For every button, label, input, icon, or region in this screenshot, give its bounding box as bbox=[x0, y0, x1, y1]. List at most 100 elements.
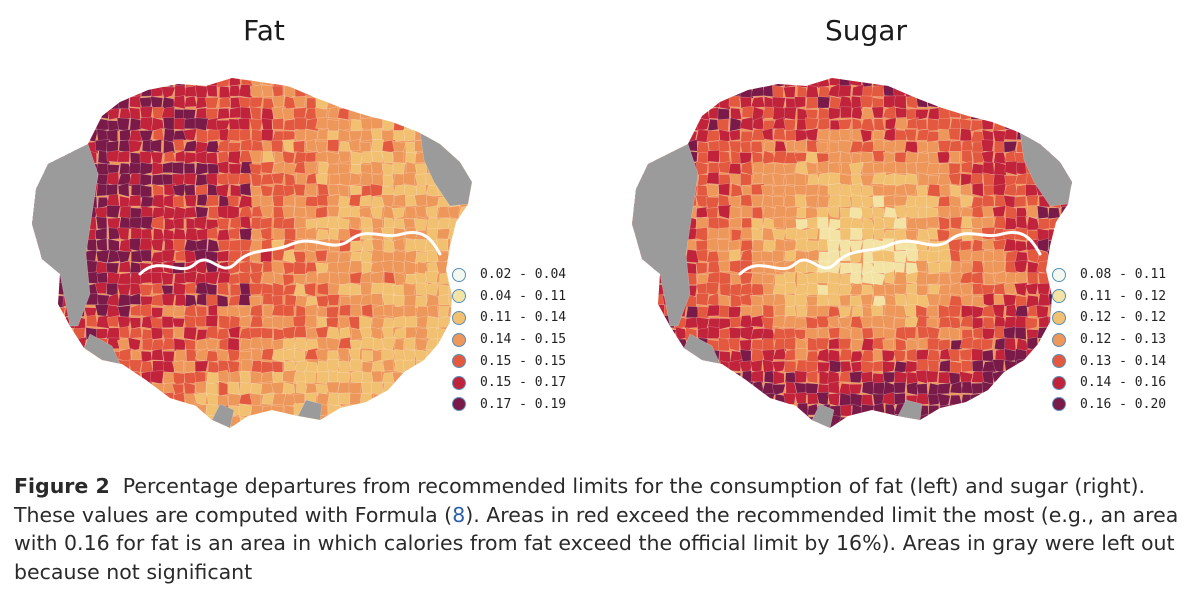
map-area bbox=[448, 437, 461, 444]
map-area bbox=[851, 194, 863, 209]
map-area bbox=[196, 414, 209, 428]
map-area bbox=[249, 96, 263, 109]
map-area bbox=[632, 140, 644, 154]
map-area bbox=[96, 83, 109, 99]
map-area bbox=[838, 326, 852, 341]
map-area bbox=[1049, 108, 1061, 121]
map-area bbox=[162, 436, 175, 444]
map-area bbox=[1058, 84, 1071, 98]
map-area bbox=[150, 370, 165, 385]
map-area bbox=[785, 140, 798, 152]
map-area bbox=[326, 306, 340, 319]
map-area bbox=[436, 129, 450, 142]
map-area bbox=[41, 315, 54, 330]
map-area bbox=[195, 238, 208, 252]
map-area bbox=[717, 384, 730, 397]
map-area bbox=[151, 338, 165, 351]
map-area bbox=[469, 195, 472, 209]
map-area bbox=[674, 65, 688, 77]
map-area bbox=[796, 305, 808, 317]
map-area bbox=[229, 283, 242, 297]
map-area bbox=[425, 205, 439, 219]
map-area bbox=[773, 205, 787, 218]
map-area bbox=[372, 437, 384, 444]
legend-item: 0.08 - 0.11 bbox=[1052, 264, 1192, 286]
map-area bbox=[928, 405, 940, 417]
map-area bbox=[1049, 426, 1063, 428]
map-area bbox=[262, 151, 275, 163]
map-area bbox=[118, 139, 132, 153]
map-area bbox=[250, 371, 262, 384]
map-area bbox=[925, 370, 939, 383]
map-area bbox=[1003, 382, 1018, 395]
map-area bbox=[32, 84, 42, 97]
map-area bbox=[632, 349, 642, 362]
map-area bbox=[294, 337, 308, 352]
map-area bbox=[172, 161, 185, 175]
map-area bbox=[372, 304, 386, 317]
map-area bbox=[482, 216, 490, 229]
map-area bbox=[838, 284, 853, 296]
map-area bbox=[32, 206, 33, 220]
map-area bbox=[273, 328, 285, 342]
map-area bbox=[926, 95, 940, 108]
map-area bbox=[642, 439, 654, 444]
map-area bbox=[981, 84, 995, 97]
map-area bbox=[360, 129, 374, 142]
map-area bbox=[219, 96, 231, 109]
map-area bbox=[282, 150, 295, 165]
map-area bbox=[632, 97, 644, 110]
map-area bbox=[183, 381, 196, 397]
map-area bbox=[392, 260, 405, 274]
map-area bbox=[415, 438, 429, 444]
map-area bbox=[1070, 106, 1072, 120]
map-area bbox=[183, 393, 197, 405]
map-area bbox=[719, 283, 731, 297]
map-area bbox=[414, 337, 428, 352]
map-area bbox=[271, 64, 284, 76]
map-area bbox=[785, 129, 798, 141]
map-area bbox=[150, 327, 164, 340]
map-area bbox=[894, 152, 907, 164]
map-area bbox=[52, 348, 66, 363]
map-area bbox=[662, 117, 676, 130]
map-area bbox=[993, 392, 1007, 406]
thames-river bbox=[138, 231, 442, 276]
map-area bbox=[95, 392, 110, 406]
map-area bbox=[139, 106, 154, 119]
map-area bbox=[653, 304, 666, 318]
map-area bbox=[915, 260, 928, 273]
map-area bbox=[873, 118, 886, 132]
map-area bbox=[840, 360, 852, 373]
map-area bbox=[662, 425, 677, 428]
map-area bbox=[152, 438, 164, 444]
map-area bbox=[684, 84, 698, 98]
map-area bbox=[20, 382, 31, 394]
map-area bbox=[707, 326, 720, 339]
map-area bbox=[40, 303, 55, 319]
map-area bbox=[118, 426, 130, 428]
map-area bbox=[260, 184, 274, 199]
map-area bbox=[139, 65, 153, 77]
map-area bbox=[248, 295, 262, 308]
map-area bbox=[1014, 358, 1029, 373]
formula-reference-link[interactable]: 8 bbox=[452, 502, 466, 527]
map-area bbox=[107, 238, 120, 253]
map-area bbox=[272, 282, 285, 297]
fat-map-title: Fat bbox=[243, 14, 285, 47]
map-area bbox=[1014, 78, 1029, 87]
map-area bbox=[1059, 227, 1072, 241]
legend-swatch bbox=[452, 267, 466, 282]
legend-label: 0.12 - 0.12 bbox=[1080, 310, 1167, 326]
map-area bbox=[848, 161, 864, 175]
map-area bbox=[751, 206, 764, 219]
map-area bbox=[1004, 128, 1018, 141]
map-area bbox=[673, 393, 688, 406]
figure-caption: Figure 2 Percentage departures from reco… bbox=[14, 472, 1190, 586]
map-area bbox=[315, 383, 330, 397]
map-area bbox=[653, 416, 667, 428]
map-area bbox=[728, 359, 743, 372]
legend-label: 0.14 - 0.15 bbox=[480, 332, 567, 348]
map-area bbox=[741, 205, 754, 219]
map-area bbox=[382, 317, 397, 330]
